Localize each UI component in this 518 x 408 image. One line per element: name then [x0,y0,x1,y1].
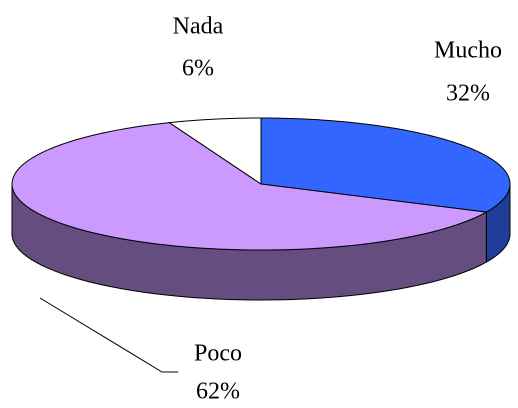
slice-value-label: 6% [182,56,214,82]
slice-label: Poco [194,341,242,367]
leader-line [39,297,178,373]
slice-value-label: 32% [446,81,490,107]
pie-slice [167,117,262,185]
pie-slice [260,117,511,213]
slice-label: Nada [173,14,224,40]
slice-value-label: 62% [196,379,240,405]
slice-label: Mucho [434,38,502,64]
pie-slice [11,122,488,251]
